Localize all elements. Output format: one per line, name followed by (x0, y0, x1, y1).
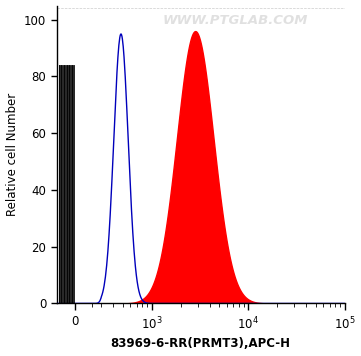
Text: WWW.PTGLAB.COM: WWW.PTGLAB.COM (162, 15, 308, 27)
Y-axis label: Relative cell Number: Relative cell Number (5, 93, 18, 216)
X-axis label: 83969-6-RR(PRMT3),APC-H: 83969-6-RR(PRMT3),APC-H (111, 337, 291, 350)
